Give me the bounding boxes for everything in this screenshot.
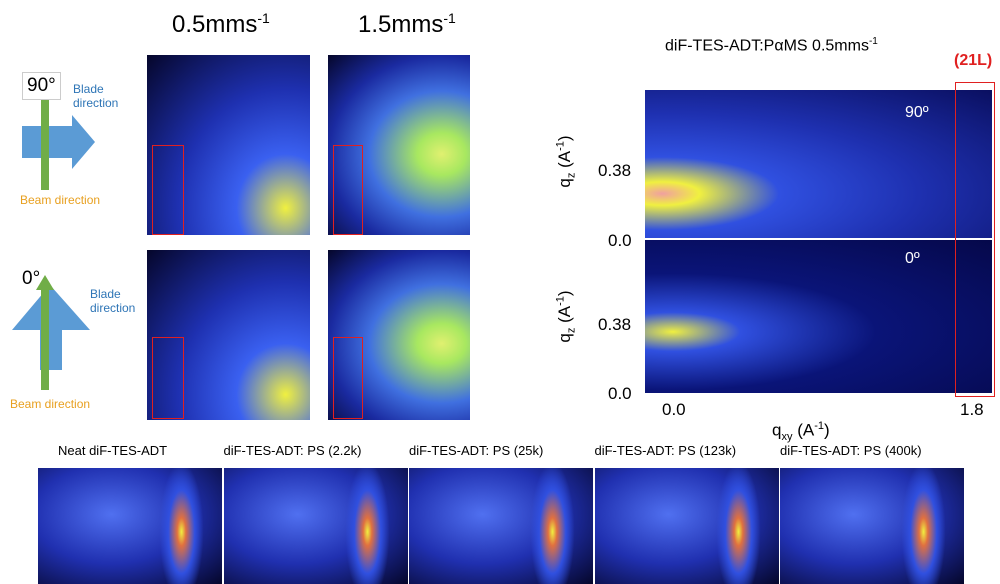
y-axis-label: qz (A-1) xyxy=(555,135,578,187)
highlight-box xyxy=(333,337,363,419)
giwaxs-image xyxy=(223,468,408,584)
highlight-label: (21L) xyxy=(954,52,993,69)
x-tick-label: 1.8 xyxy=(960,400,984,419)
column-title: 1.5mms-1 xyxy=(358,10,456,39)
beam-label: Beam direction xyxy=(10,397,91,411)
y-axis-label-part: z xyxy=(565,172,578,179)
beam-label: Beam direction xyxy=(20,193,101,207)
x-axis-label-part: (A xyxy=(792,420,815,440)
y-axis-label-part: z xyxy=(565,327,578,334)
giwaxs-image xyxy=(645,240,992,393)
sample-label: diF-TES-ADT: PS (2.2k) xyxy=(223,443,362,458)
x-axis-label-part: -1 xyxy=(814,420,824,432)
panel-title-text: diF-TES-ADT:PαMS 0.5mms xyxy=(665,37,869,55)
y-axis-label-part: ) xyxy=(555,290,575,297)
giwaxs-image xyxy=(147,250,310,420)
y-tick-label: 0.0 xyxy=(608,384,632,403)
y-axis-label-part: q xyxy=(555,178,575,188)
column-title: 0.5mms-1 xyxy=(172,10,270,39)
giwaxs-image xyxy=(409,468,593,584)
giwaxs-image xyxy=(328,250,470,420)
x-axis-label: qxy (A-1) xyxy=(772,420,830,443)
highlight-box xyxy=(955,82,995,397)
y-tick-label: 0.38 xyxy=(598,161,632,180)
angle-label: 90° xyxy=(22,72,61,100)
divider xyxy=(645,238,992,240)
column-title-text: 1.5mms xyxy=(358,11,444,38)
giwaxs-image xyxy=(645,90,992,238)
blade-label: Blade direction xyxy=(90,287,136,315)
y-axis-label-part: q xyxy=(555,333,575,343)
highlight-box xyxy=(333,145,363,235)
giwaxs-image xyxy=(594,468,779,584)
y-axis-label-part: -1 xyxy=(554,296,567,306)
y-tick-label: 0.38 xyxy=(598,315,632,334)
x-axis-label-part: ) xyxy=(823,420,830,440)
panel-title-sup: -1 xyxy=(868,36,878,47)
sample-label: diF-TES-ADT: PS (25k) xyxy=(409,443,544,458)
highlight-box xyxy=(152,337,184,419)
orientation-arrows xyxy=(12,75,95,390)
panel-label: 0º xyxy=(905,250,920,267)
highlight-box xyxy=(152,145,184,235)
panel-label: 90º xyxy=(905,104,929,121)
x-axis-label-part: xy xyxy=(781,431,793,444)
column-title-text: 0.5mms xyxy=(172,11,258,38)
y-axis-label: qz (A-1) xyxy=(555,290,578,342)
x-tick-label: 0.0 xyxy=(662,400,686,419)
sample-label: diF-TES-ADT: PS (123k) xyxy=(594,443,737,458)
x-axis-label-part: q xyxy=(772,420,782,440)
column-title-sup: -1 xyxy=(443,10,456,26)
y-axis-label-part: ) xyxy=(555,135,575,142)
y-axis-label-part: -1 xyxy=(554,141,567,151)
sample-label: Neat diF-TES-ADT xyxy=(58,443,168,458)
panel-title: diF-TES-ADT:PαMS 0.5mms-1 xyxy=(665,36,878,55)
giwaxs-image xyxy=(780,468,964,584)
blade-label: Blade direction xyxy=(73,82,119,110)
y-axis-label-part: (A xyxy=(555,150,575,173)
column-title-sup: -1 xyxy=(257,10,270,26)
sample-label: diF-TES-ADT: PS (400k) xyxy=(780,443,922,458)
y-axis-label-part: (A xyxy=(555,305,575,328)
y-tick-label: 0.0 xyxy=(608,231,632,250)
giwaxs-image xyxy=(38,468,222,584)
angle-label: 0° xyxy=(22,268,41,289)
